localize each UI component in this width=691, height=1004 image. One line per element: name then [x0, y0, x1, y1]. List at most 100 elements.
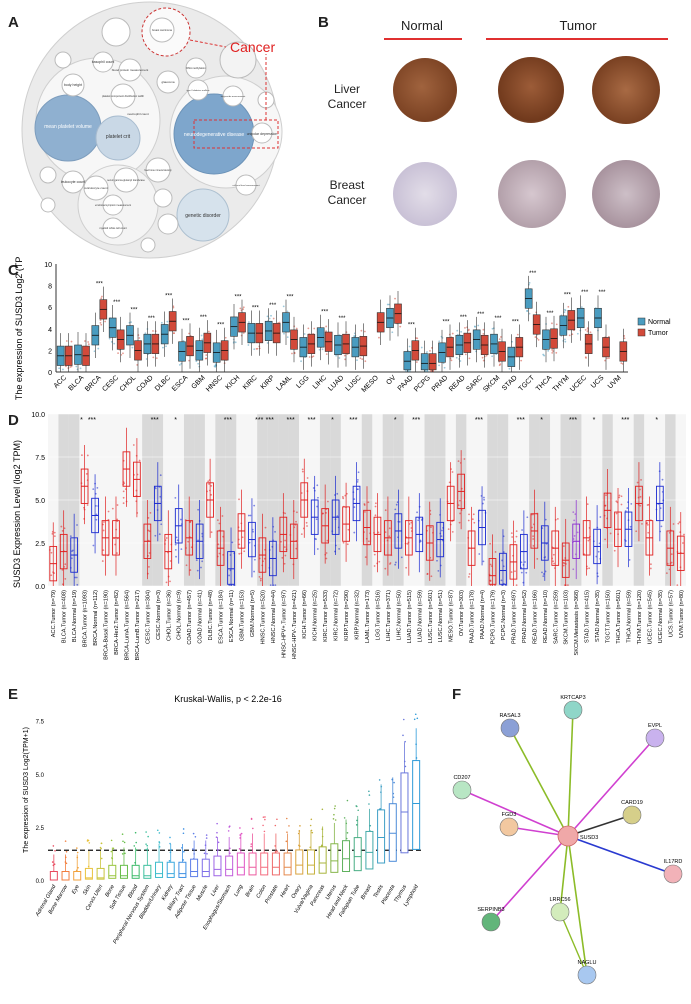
e-outlier-point: [264, 816, 266, 818]
c-category-label: THCA: [535, 374, 554, 393]
c-jitter-point: [481, 356, 484, 359]
f-node-il17rd: [663, 864, 683, 884]
c-significance: ***: [96, 282, 104, 288]
d-jitter-point: [160, 523, 163, 526]
d-jitter-point: [595, 555, 598, 558]
d-category-label: HNSC.Tumor (n=520): [260, 590, 266, 644]
bubble-label-triglyceride: triglyceride measurement: [221, 95, 246, 98]
d-jitter-point: [103, 521, 105, 523]
e-outlier-point: [182, 828, 185, 830]
e-outlier-point: [310, 818, 313, 821]
e-outlier-point: [135, 849, 138, 851]
d-jitter-point: [263, 557, 266, 560]
d-jitter-point: [254, 558, 256, 561]
d-jitter-point: [665, 572, 668, 575]
d-category-label: KICH.Normal (n=25): [313, 590, 319, 641]
d-jitter-point: [228, 574, 231, 577]
d-significance: ***: [569, 417, 577, 424]
d-category-label: PRAD.Normal (n=52): [522, 590, 528, 643]
d-jitter-point: [76, 583, 79, 586]
d-jitter-point: [635, 530, 638, 533]
d-jitter-point: [441, 529, 443, 532]
d-jitter-point: [373, 565, 376, 567]
e-box: [318, 846, 327, 874]
d-jitter-point: [221, 515, 224, 517]
c-jitter-point: [204, 357, 207, 360]
d-jitter-point: [562, 564, 565, 567]
c-jitter-point: [474, 325, 476, 328]
c-jitter-point: [242, 306, 245, 309]
d-jitter-point: [122, 502, 125, 505]
d-jitter-point: [502, 551, 505, 553]
e-box: [49, 871, 58, 881]
c-ytick-label: 8: [48, 284, 52, 291]
d-jitter-point: [400, 556, 403, 559]
d-jitter-point: [520, 571, 523, 574]
d-jitter-point: [92, 544, 95, 547]
f-node-krtcap3: [563, 700, 583, 720]
c-significance: ***: [182, 318, 190, 324]
c-jitter-point: [188, 359, 191, 362]
c-jitter-point: [138, 337, 141, 339]
c-jitter-point: [464, 326, 466, 329]
d-jitter-point: [532, 535, 534, 538]
d-jitter-point: [620, 495, 623, 498]
c-jitter-point: [451, 332, 454, 335]
d-jitter-point: [148, 552, 151, 554]
d-category-label: UVM.Tumor (n=80): [679, 590, 685, 638]
c-jitter-point: [300, 360, 302, 363]
d-significance: *: [394, 417, 397, 424]
d-jitter-point: [148, 566, 150, 568]
e-box: [377, 809, 386, 864]
d-jitter-point: [147, 517, 150, 519]
c-jitter-point: [499, 363, 502, 366]
d-ylabel: SUSD3 Expression Level (log2 TPM): [12, 440, 22, 588]
d-jitter-point: [295, 520, 297, 523]
d-jitter-point: [169, 580, 171, 583]
d-jitter-point: [284, 539, 287, 542]
d-jitter-point: [605, 494, 607, 497]
bubble-basophil: [92, 51, 114, 73]
c-jitter-point: [542, 353, 545, 356]
d-jitter-point: [81, 454, 83, 457]
d-jitter-point: [426, 572, 429, 575]
d-jitter-point: [138, 459, 141, 462]
d-jitter-point: [515, 584, 518, 587]
c-category-label: SARC: [465, 374, 484, 393]
d-category-label: LIHC.Tumor (n=371): [386, 590, 392, 641]
c-jitter-point: [313, 327, 316, 330]
d-jitter-point: [315, 538, 317, 541]
e-outlier-point: [158, 832, 161, 834]
e-outlier-point: [216, 831, 218, 834]
f-node-label: RASAL3: [499, 713, 520, 719]
c-jitter-point: [359, 357, 362, 360]
d-jitter-point: [258, 575, 261, 578]
d-jitter-point: [646, 504, 649, 506]
bubble-label-heel-bone: heel bone mineral density: [144, 169, 172, 172]
c-jitter-point: [498, 338, 501, 341]
c-jitter-point: [455, 356, 458, 359]
c-jitter-point: [278, 321, 281, 324]
e-outlier-point: [146, 844, 149, 847]
c-jitter-point: [207, 330, 210, 333]
d-jitter-point: [116, 518, 119, 521]
c-jitter-point: [547, 349, 550, 352]
e-outlier-point: [156, 829, 159, 832]
c-jitter-point: [585, 357, 587, 359]
e-outlier-point: [357, 809, 359, 812]
d-category-label: COAD.Normal (n=41): [198, 590, 204, 644]
d-jitter-point: [61, 530, 64, 532]
bubble-unipolar: [251, 122, 273, 144]
d-jitter-point: [624, 510, 627, 512]
c-category-label: LGG: [295, 374, 310, 389]
e-box: [84, 867, 93, 880]
d-significance: *: [655, 417, 658, 424]
e-outlier-point: [321, 808, 324, 811]
d-jitter-point: [338, 548, 340, 550]
e-outlier-point: [169, 842, 171, 845]
bubble-dna-methylation: [185, 57, 207, 79]
e-outlier-point: [276, 818, 278, 821]
d-jitter-point: [406, 542, 409, 545]
f-node-label: IL17RD: [664, 859, 683, 865]
e-ylabel: The expression of SUSD3 Log2(TPM+1): [23, 727, 30, 853]
